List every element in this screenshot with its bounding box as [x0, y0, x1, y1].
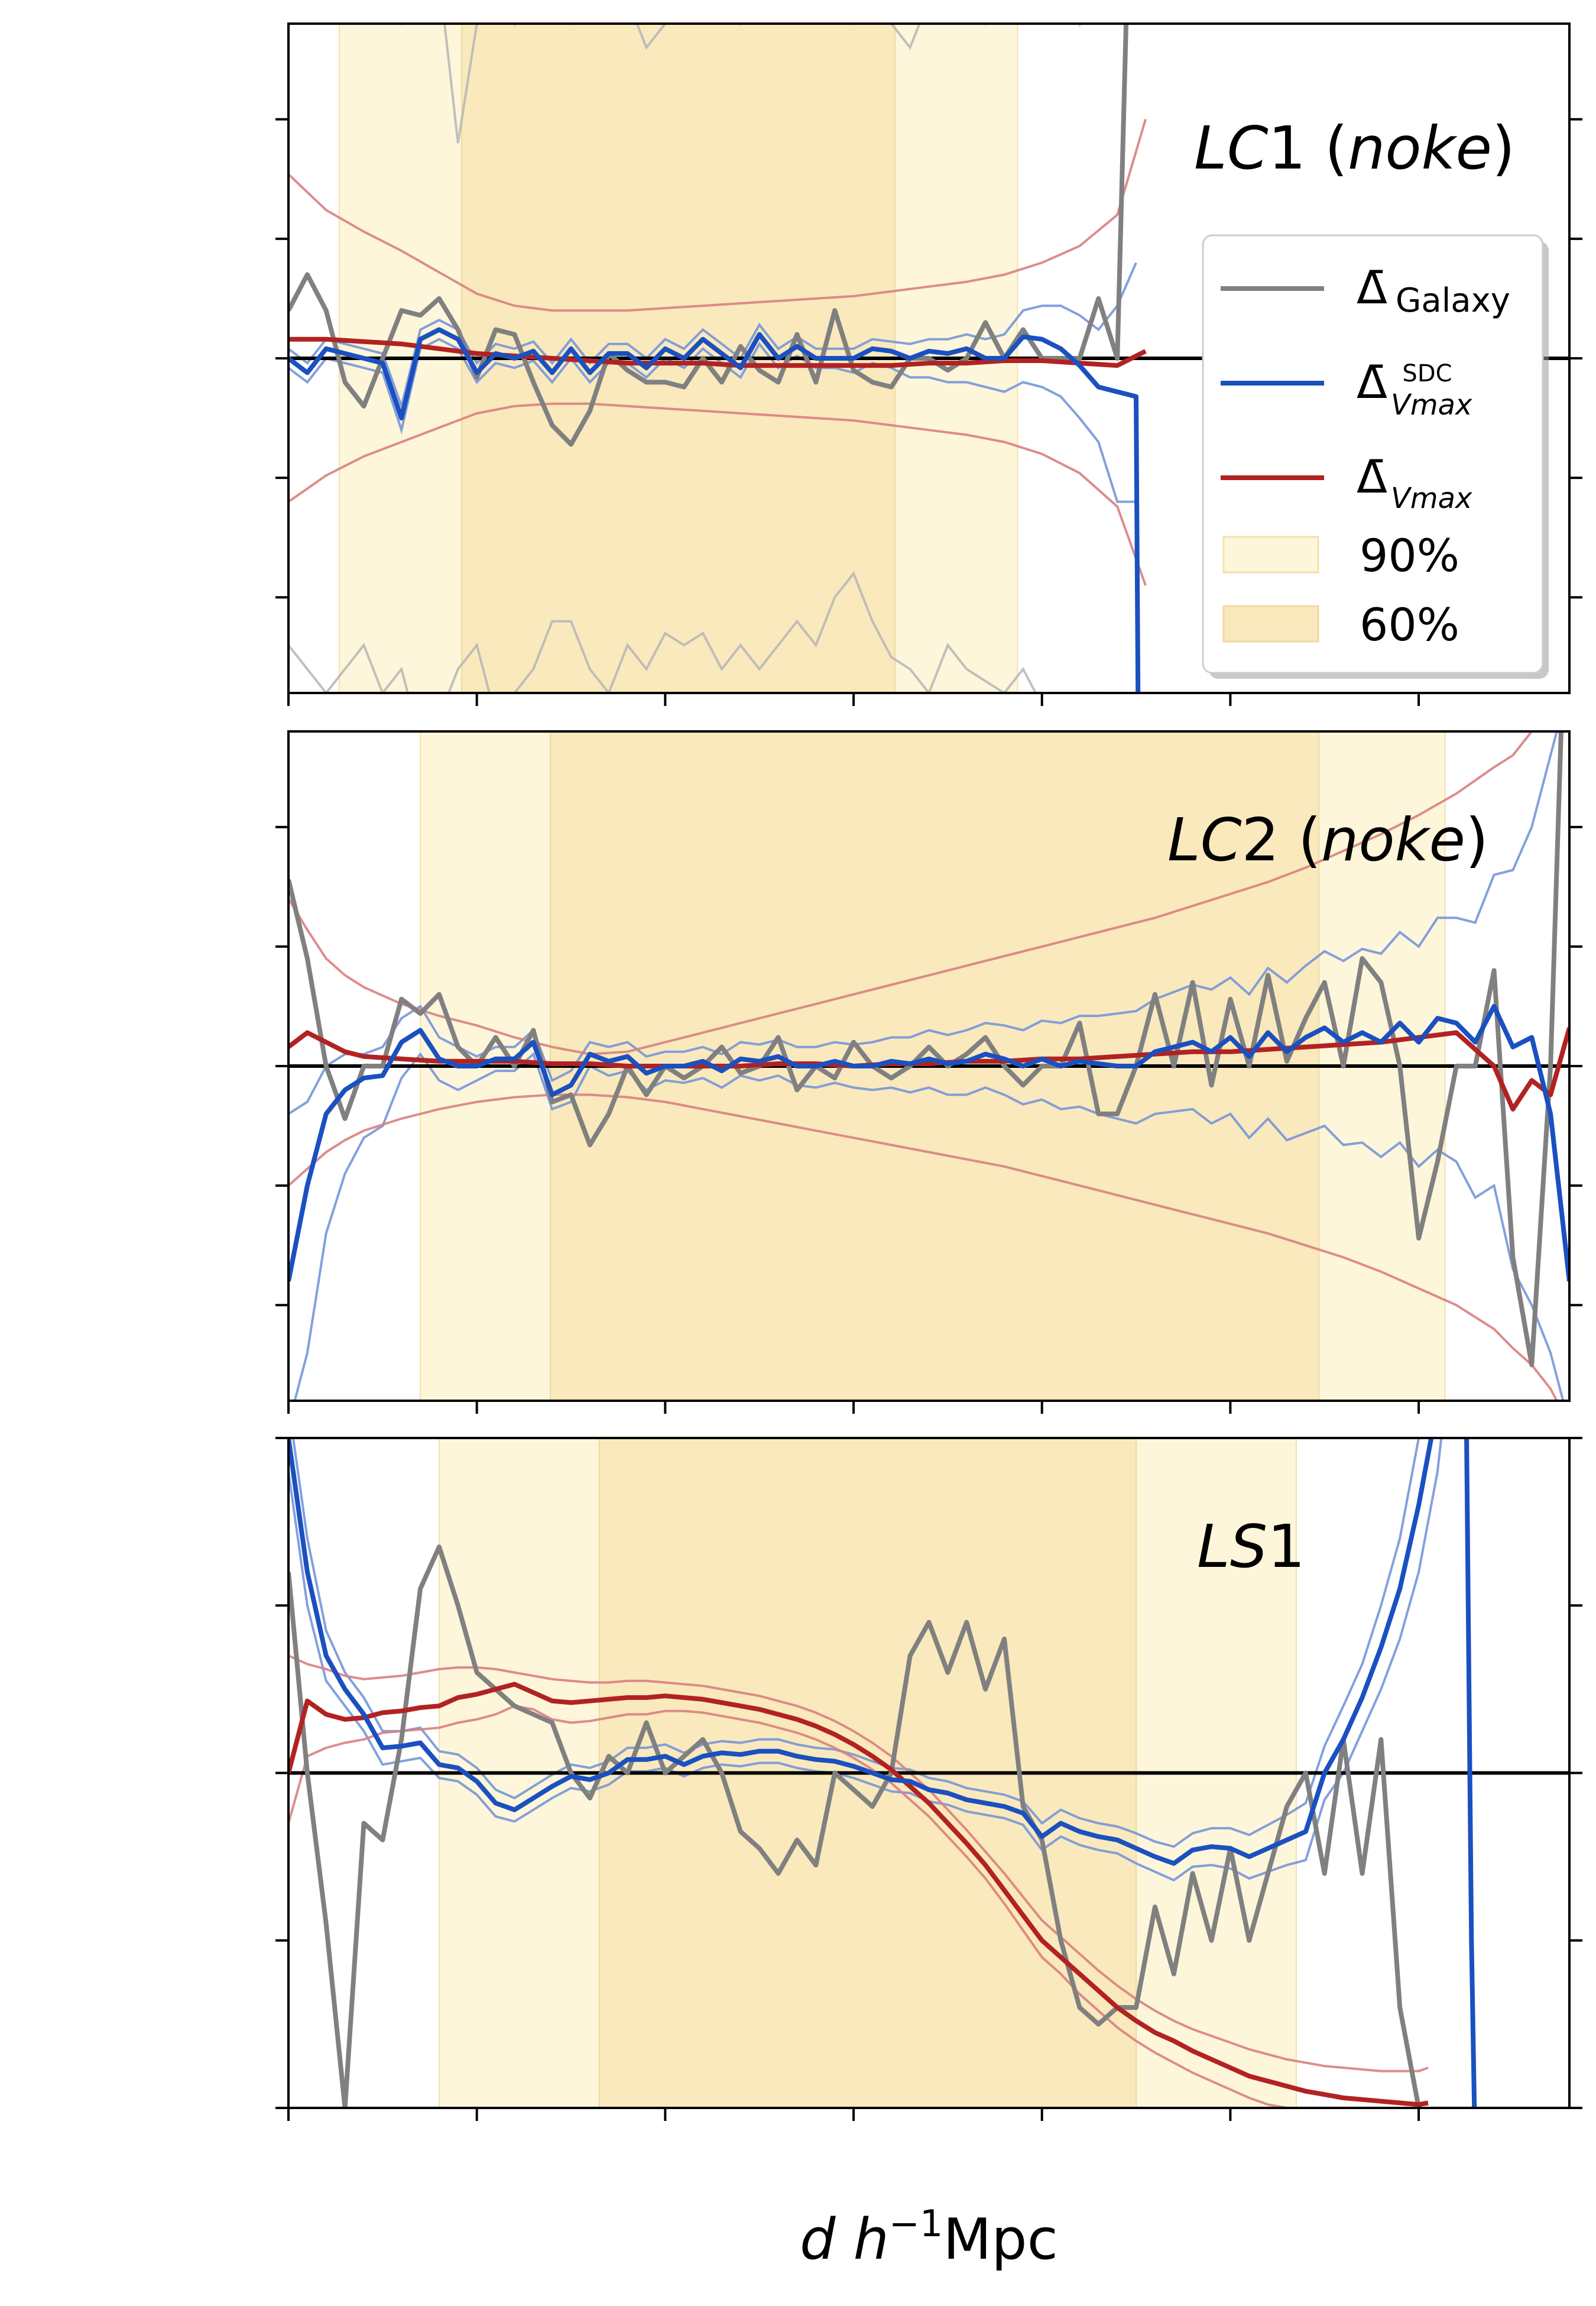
series-vmax_sdc-line	[288, 327, 1141, 693]
series-vmax-upper	[288, 731, 1533, 1055]
legend-label-p90: 90%	[1360, 529, 1459, 582]
plot-area	[288, 24, 1569, 693]
panel-label: LS1	[1197, 1512, 1305, 1581]
x-axis-label: d h−1Mpc	[800, 2202, 1058, 2272]
panel-lc1: LC1 (noke)	[275, 22, 1582, 706]
series-vmax_sdc-line	[288, 1438, 1477, 2108]
series-vmax-lower	[288, 1705, 1292, 2108]
series-vmax-lower	[288, 402, 1147, 586]
series-vmax-upper	[288, 1654, 1429, 2072]
series-vmax-lower	[288, 1093, 1558, 1401]
series-vmax-line	[288, 336, 1147, 368]
panel-lc2: LC2 (noke)	[275, 730, 1582, 1414]
legend-sub: Vmax	[1391, 482, 1472, 515]
x-label-h: h	[835, 2207, 888, 2272]
panel-label-part: LC	[1167, 805, 1242, 875]
series-vmax-line	[288, 1682, 1429, 2107]
panel-label-part: LS	[1197, 1512, 1267, 1581]
legend-swatch-p60	[1222, 605, 1319, 643]
legend-label-galaxy: Δ̄ Galaxy	[1357, 261, 1510, 320]
series-vmax_sdc-line	[288, 1003, 1569, 1282]
series-galaxy-lower	[288, 571, 1100, 693]
panel-label-part: )	[1465, 805, 1488, 875]
series-vmax_sdc-lower	[288, 338, 1136, 503]
x-label-unit: Mpc	[943, 2207, 1058, 2272]
legend-sup: SDC	[1402, 360, 1452, 387]
series-vmax-upper	[288, 119, 1147, 312]
legend-swatch-p90	[1222, 536, 1319, 574]
series-galaxy-line	[288, 24, 1129, 447]
legend-base: Δ̄	[1357, 356, 1387, 409]
panel-label-part: noke	[1321, 805, 1465, 875]
legend-base: Δ̄	[1357, 451, 1387, 503]
series-galaxy-line	[288, 731, 1563, 1368]
legend-label-vmax: Δ̄ Vmax	[1357, 451, 1472, 515]
panel-label-part: noke	[1348, 114, 1492, 183]
panel-label-part: 1	[1267, 1512, 1305, 1581]
legend-label-p60: 60%	[1360, 598, 1459, 651]
x-label-d: d	[800, 2207, 836, 2272]
x-label-exp: −1	[889, 2202, 943, 2245]
legend-base: Δ̄	[1357, 261, 1387, 314]
panel-label-part: LC	[1194, 114, 1269, 183]
panel-label-part: 2 (	[1242, 805, 1321, 875]
panel-label-part: )	[1492, 114, 1515, 183]
panel-label-part: 1 (	[1269, 114, 1348, 183]
series-vmax_sdc-lower	[288, 1438, 1443, 1882]
legend-sub: Galaxy	[1396, 281, 1510, 320]
plot-area	[288, 731, 1569, 1401]
panel-label: LC2 (noke)	[1167, 805, 1488, 875]
series-vmax_sdc-upper	[291, 1438, 1420, 1848]
series-vmax_sdc-lower	[293, 1052, 1565, 1401]
panel-ls1: LS1 d h−1Mpc	[275, 1437, 1582, 2272]
panel-label: LC1 (noke)	[1194, 114, 1515, 183]
legend-sub: Vmax	[1391, 388, 1472, 422]
legend-label-vmax_sdc: Δ̄ VmaxSDC	[1357, 356, 1472, 422]
plot-area	[288, 1438, 1569, 2108]
